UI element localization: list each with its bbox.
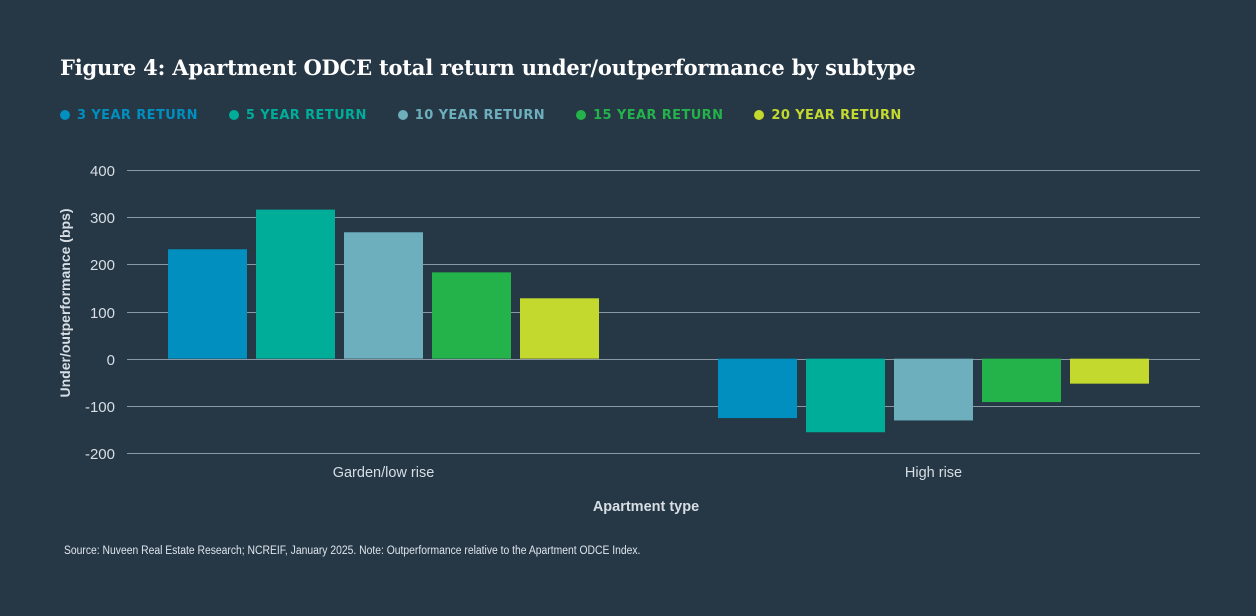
- bar: [432, 272, 511, 359]
- bar: [982, 358, 1061, 403]
- y-tick-label: 100: [90, 305, 115, 322]
- legend-swatch: [60, 110, 70, 120]
- legend-item: 20 YEAR RETURN: [754, 108, 901, 123]
- y-tick-label: 200: [90, 257, 115, 274]
- y-tick-label: 0: [107, 352, 115, 369]
- legend-swatch: [576, 110, 587, 120]
- legend-label: 5 YEAR RETURN: [245, 107, 367, 123]
- chart-title: Figure 4: Apartment ODCE total return un…: [60, 55, 916, 80]
- x-tick-label: High rise: [905, 465, 962, 481]
- chart-legend: 3 YEAR RETURN 5 YEAR RETURN 10 YEAR RETURN…: [60, 107, 933, 123]
- bar: [520, 298, 599, 359]
- y-tick-label: 300: [90, 210, 115, 227]
- legend-label: 3 YEAR RETURN: [77, 107, 198, 123]
- bar: [168, 249, 247, 359]
- legend-label: 20 YEAR RETURN: [771, 107, 902, 123]
- legend-label: 10 YEAR RETURN: [414, 107, 546, 123]
- bar: [344, 232, 423, 359]
- legend-swatch: [228, 110, 239, 120]
- x-axis-title: Apartment type: [593, 499, 699, 515]
- bar: [894, 358, 973, 421]
- bar: [718, 358, 797, 419]
- bar: [256, 209, 335, 359]
- bar: [1070, 358, 1149, 384]
- x-tick-label: Garden/low rise: [333, 465, 435, 481]
- y-axis-title: Under/outperformance (bps): [57, 208, 73, 397]
- legend-swatch: [754, 110, 765, 120]
- legend-label: 15 YEAR RETURN: [593, 107, 724, 123]
- legend-item: 3 YEAR RETURN: [60, 108, 198, 123]
- y-tick-label: 400: [90, 163, 115, 180]
- legend-item: 10 YEAR RETURN: [397, 107, 546, 123]
- bar: [806, 358, 885, 433]
- legend-item: 5 YEAR RETURN: [228, 107, 367, 123]
- source-note: Source: Nuveen Real Estate Research; NCR…: [64, 545, 641, 557]
- legend-swatch: [397, 110, 408, 120]
- y-tick-label: -200: [85, 446, 115, 463]
- y-tick-label: -100: [85, 399, 115, 416]
- legend-item: 15 YEAR RETURN: [576, 108, 723, 123]
